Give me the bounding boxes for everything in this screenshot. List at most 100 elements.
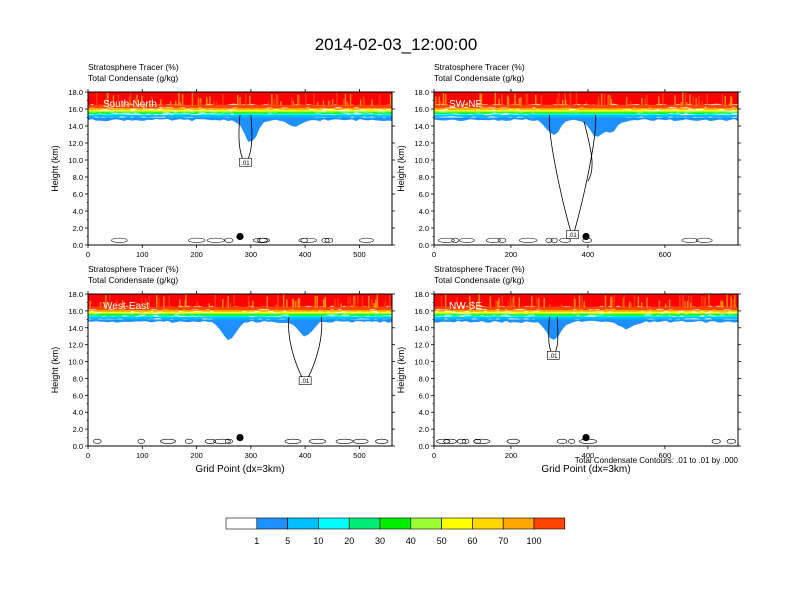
tracer-streak bbox=[297, 94, 299, 106]
tracer-streak bbox=[249, 95, 251, 106]
color-legend: 1 5 10 20 30 40 50 60 70 100 bbox=[225, 517, 566, 546]
tracer-streak bbox=[604, 295, 607, 308]
tracer-band bbox=[434, 104, 738, 111]
tracer-streak bbox=[296, 300, 298, 308]
y-tick-label: 6.0 bbox=[73, 190, 83, 199]
tracer-streak bbox=[494, 92, 497, 106]
tracer-streak bbox=[322, 299, 325, 308]
low-cloud-contour bbox=[443, 438, 457, 444]
x-tick-label: 200 bbox=[190, 250, 203, 259]
tracer-streak bbox=[525, 93, 527, 106]
y-tick-label: 18.0 bbox=[68, 88, 83, 97]
tracer-streak bbox=[701, 295, 703, 308]
tracer-streak bbox=[266, 296, 268, 308]
tracer-streak bbox=[538, 297, 540, 308]
legend-label: 1 bbox=[254, 536, 259, 546]
x-tick-label: 500 bbox=[353, 451, 366, 460]
tracer-band bbox=[434, 319, 738, 340]
tracer-streak bbox=[239, 96, 241, 106]
tracer-band bbox=[434, 306, 738, 313]
tracer-streak bbox=[440, 100, 442, 106]
x-tick-label: 100 bbox=[136, 250, 149, 259]
tracer-streak bbox=[135, 301, 137, 308]
tracer-streak bbox=[354, 295, 356, 308]
tracer-streak bbox=[721, 300, 724, 308]
tracer-streak bbox=[540, 95, 543, 106]
tracer-streak bbox=[518, 97, 521, 106]
tracer-streak bbox=[623, 295, 625, 308]
y-tick-label: 12.0 bbox=[414, 139, 429, 148]
tracer-streak bbox=[226, 300, 228, 308]
tracer-streak bbox=[273, 98, 275, 106]
y-axis-label: Height (km) bbox=[50, 145, 60, 192]
tracer-streak bbox=[684, 92, 687, 106]
tracer-streak bbox=[124, 101, 127, 106]
tracer-streak bbox=[213, 100, 215, 106]
tracer-streak bbox=[434, 99, 436, 106]
legend-swatch bbox=[225, 517, 258, 530]
tracer-streak bbox=[646, 297, 648, 308]
tracer-streak bbox=[346, 101, 349, 106]
tracer-streak bbox=[105, 92, 108, 106]
legend-swatch bbox=[502, 517, 535, 530]
tracer-streak bbox=[292, 298, 294, 308]
tracer-streak bbox=[445, 94, 447, 106]
tracer-streak bbox=[103, 99, 106, 106]
low-cloud-contour bbox=[224, 237, 234, 243]
panel-name: SW-NE bbox=[449, 99, 482, 110]
tracer-streak bbox=[373, 303, 375, 308]
tracer-streak bbox=[291, 97, 293, 106]
tracer-streak bbox=[280, 101, 282, 106]
y-tick-label: 6.0 bbox=[419, 190, 429, 199]
tracer-band bbox=[88, 108, 392, 116]
tracer-streak bbox=[707, 299, 710, 308]
tracer-streak bbox=[703, 296, 705, 308]
tracer-streak bbox=[112, 95, 115, 106]
tracer-streak bbox=[104, 302, 106, 308]
tracer-band bbox=[434, 311, 738, 320]
tracer-streak bbox=[535, 94, 537, 106]
tracer-streak bbox=[286, 299, 288, 308]
tracer-streak bbox=[685, 102, 688, 106]
location-marker bbox=[582, 232, 590, 241]
tracer-streak bbox=[440, 295, 443, 308]
tracer-streak bbox=[646, 94, 648, 106]
tracer-streak bbox=[375, 299, 377, 308]
tracer-streak bbox=[344, 93, 347, 106]
tracer-streak bbox=[583, 301, 585, 308]
y-axis-label: Height (km) bbox=[396, 145, 406, 192]
figure-title: 2014-02-03_12:00:00 bbox=[315, 35, 478, 54]
y-tick-label: 14.0 bbox=[68, 122, 83, 131]
low-cloud-contour bbox=[438, 237, 455, 243]
tracer-streak bbox=[227, 296, 229, 308]
legend-swatch bbox=[379, 517, 412, 530]
tracer-streak bbox=[684, 301, 686, 308]
location-marker bbox=[236, 232, 244, 241]
low-cloud-contour bbox=[518, 237, 538, 243]
y-tick-label: 0.0 bbox=[73, 241, 83, 250]
low-cloud-contour bbox=[204, 438, 216, 444]
x-tick-label: 500 bbox=[353, 250, 366, 259]
y-tick-label: 2.0 bbox=[73, 224, 83, 233]
tracer-streak bbox=[316, 101, 319, 106]
x-tick-label: 0 bbox=[432, 451, 436, 460]
tracer-band bbox=[88, 319, 392, 341]
tracer-streak bbox=[105, 294, 107, 308]
low-cloud-contour bbox=[506, 438, 520, 444]
panel-west-east: Stratosphere Tracer (%)Total Condensate … bbox=[50, 264, 395, 475]
tracer-band bbox=[434, 117, 738, 137]
tracer-streak bbox=[569, 92, 572, 106]
tracer-streak bbox=[271, 94, 273, 106]
tracer-streak bbox=[506, 95, 509, 106]
y-tick-label: 2.0 bbox=[73, 425, 83, 434]
x-tick-label: 200 bbox=[505, 451, 518, 460]
low-cloud-contour bbox=[486, 237, 501, 243]
tracer-streak bbox=[610, 297, 612, 308]
legend-label: 60 bbox=[467, 536, 477, 546]
low-cloud-contour bbox=[461, 438, 470, 444]
x-tick-label: 400 bbox=[299, 451, 312, 460]
panel-name: South-North bbox=[103, 99, 157, 110]
low-cloud-contour bbox=[451, 237, 460, 243]
tracer-streak bbox=[472, 301, 474, 308]
low-cloud-contour bbox=[456, 438, 467, 444]
